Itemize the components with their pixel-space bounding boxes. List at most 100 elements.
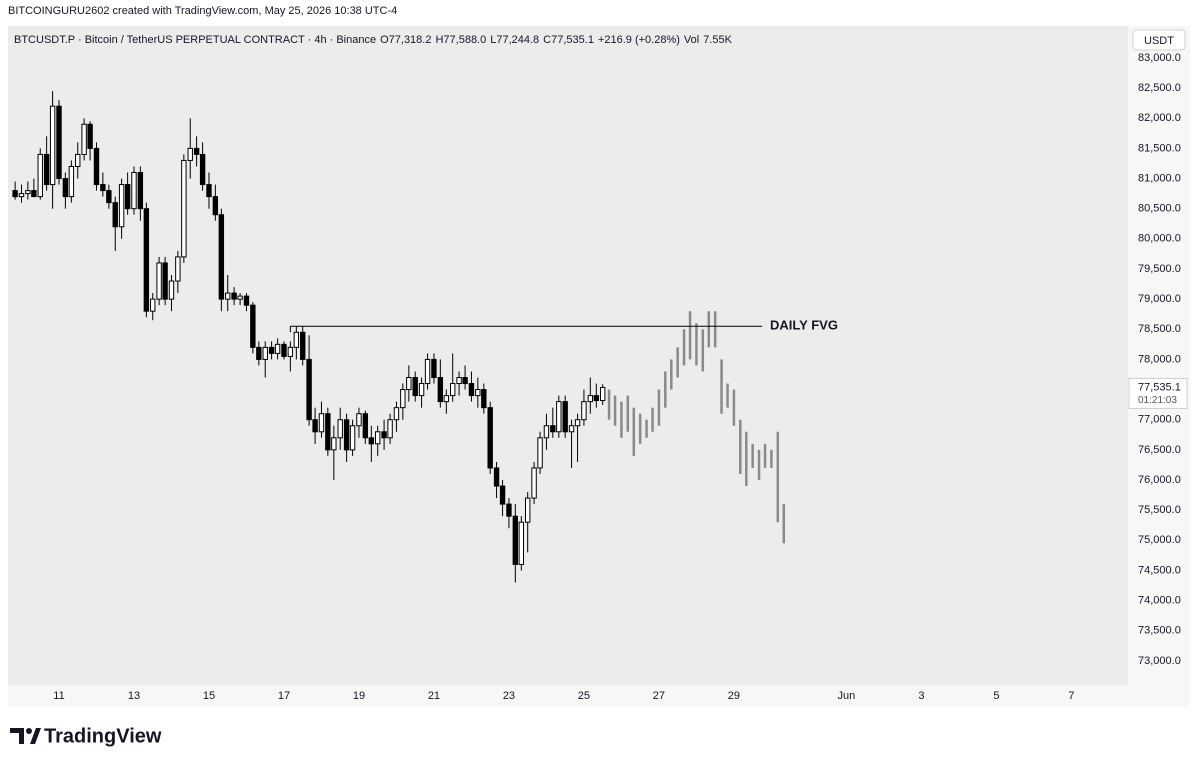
candle-body — [243, 295, 250, 306]
candle-body — [331, 437, 337, 451]
candle-body — [87, 123, 93, 149]
candle-body — [437, 377, 444, 403]
candle-body — [518, 521, 525, 565]
candle-body — [556, 401, 562, 433]
candle-body — [106, 190, 112, 204]
legend-item: L77,244.8 — [490, 34, 540, 46]
y-tick-label: 73,500.0 — [1138, 625, 1181, 637]
candle-body — [581, 401, 587, 421]
candle-body — [393, 407, 400, 421]
x-tick-label: 21 — [428, 690, 440, 702]
x-tick-label: 17 — [278, 690, 290, 702]
candle-body — [506, 503, 512, 517]
candle-body — [206, 184, 212, 198]
candle-body — [550, 425, 556, 433]
candle-body — [512, 515, 519, 565]
price-axis — [1128, 26, 1190, 685]
candle-body — [75, 153, 81, 167]
candle-body — [118, 184, 125, 228]
y-tick-label: 77,000.0 — [1138, 414, 1181, 426]
candle-body — [131, 172, 137, 210]
y-tick-label: 76,000.0 — [1138, 474, 1181, 486]
candle-body — [300, 331, 306, 360]
candle-body — [337, 419, 343, 439]
time-axis — [8, 685, 1190, 707]
candle-body — [568, 425, 575, 433]
candle-body — [199, 153, 206, 186]
price-label-box — [1128, 377, 1188, 409]
candle-body — [493, 467, 500, 487]
candle-body — [431, 358, 437, 379]
candle-body — [599, 386, 606, 402]
brand: TradingView — [44, 725, 162, 747]
candle-body — [37, 153, 43, 198]
x-tick-label: 29 — [728, 690, 740, 702]
candle-body — [18, 193, 25, 198]
candle-body — [562, 401, 568, 433]
y-tick-label: 82,500.0 — [1138, 82, 1181, 94]
candle-body — [168, 280, 175, 300]
candle-body — [274, 343, 281, 354]
y-tick-label: 75,500.0 — [1138, 504, 1181, 516]
candle-body — [312, 419, 318, 433]
x-tick-label: 13 — [128, 690, 140, 702]
candle-body — [400, 389, 406, 409]
candle-body — [156, 262, 162, 300]
y-tick-label: 79,000.0 — [1138, 293, 1181, 305]
candle-body — [424, 358, 431, 385]
candle-body — [187, 147, 193, 161]
currency-button[interactable] — [1132, 29, 1186, 51]
symbol-legend: BTCUSDT.P · Bitcoin / TetherUS PERPETUAL… — [14, 34, 736, 46]
candle-body — [587, 395, 594, 403]
price-label: 77,535.1 — [1138, 381, 1181, 393]
candle-body — [475, 389, 481, 397]
candle-body — [256, 346, 262, 360]
candle-body — [531, 467, 537, 499]
candle-body — [499, 485, 506, 505]
candle-body — [450, 383, 456, 397]
candle-body — [537, 437, 543, 469]
y-tick-label: 81,000.0 — [1138, 172, 1181, 184]
fvg-label: DAILY FVG — [770, 318, 838, 333]
y-tick-label: 83,000.0 — [1138, 52, 1181, 64]
candle-body — [231, 292, 237, 300]
y-tick-label: 78,000.0 — [1138, 353, 1181, 365]
candle-body — [137, 172, 144, 210]
x-tick-label: 5 — [993, 690, 999, 702]
y-tick-label: 80,500.0 — [1138, 203, 1181, 215]
candle-body — [218, 214, 225, 300]
candle-body — [212, 196, 219, 216]
y-tick-label: 75,000.0 — [1138, 534, 1181, 546]
y-tick-label: 73,000.0 — [1138, 655, 1181, 667]
symbol: BTCUSDT.P · Bitcoin / TetherUS PERPETUAL… — [14, 34, 377, 46]
y-tick-label: 81,500.0 — [1138, 142, 1181, 154]
currency: USDT — [1144, 35, 1174, 47]
candle-body — [124, 184, 131, 210]
candle-body — [487, 407, 493, 469]
candle-body — [112, 202, 118, 228]
candle-body — [49, 105, 56, 186]
x-tick-label: 27 — [653, 690, 665, 702]
y-tick-label: 80,000.0 — [1138, 233, 1181, 245]
candle-body — [81, 123, 87, 155]
candle-body — [25, 190, 31, 195]
candle-body — [306, 358, 312, 421]
candle-body — [387, 419, 393, 439]
candle-body — [406, 377, 412, 391]
candle-body — [462, 377, 468, 385]
candle-body — [93, 147, 100, 186]
x-tick-label: Jun — [838, 690, 856, 702]
y-tick-label: 82,000.0 — [1138, 112, 1181, 124]
y-tick-label: 74,000.0 — [1138, 594, 1181, 606]
candle-body — [543, 425, 550, 439]
candle-body — [150, 298, 156, 312]
candle-body — [43, 153, 50, 186]
candle-body — [193, 147, 200, 155]
x-tick-label: 7 — [1068, 690, 1074, 702]
credit: BITCOINGURU2602 created with TradingView… — [8, 5, 398, 17]
y-tick-label: 76,500.0 — [1138, 444, 1181, 456]
candle-body — [12, 190, 18, 198]
legend-item: O77,318.2 — [380, 34, 432, 46]
